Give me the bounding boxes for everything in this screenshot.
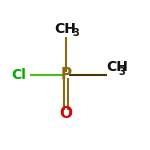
Text: 3: 3 — [72, 28, 79, 39]
Text: Cl: Cl — [12, 68, 26, 82]
Text: CH: CH — [107, 60, 129, 74]
Text: O: O — [60, 106, 73, 121]
Text: 3: 3 — [118, 67, 125, 77]
Text: P: P — [61, 68, 72, 82]
Text: CH: CH — [54, 22, 76, 36]
